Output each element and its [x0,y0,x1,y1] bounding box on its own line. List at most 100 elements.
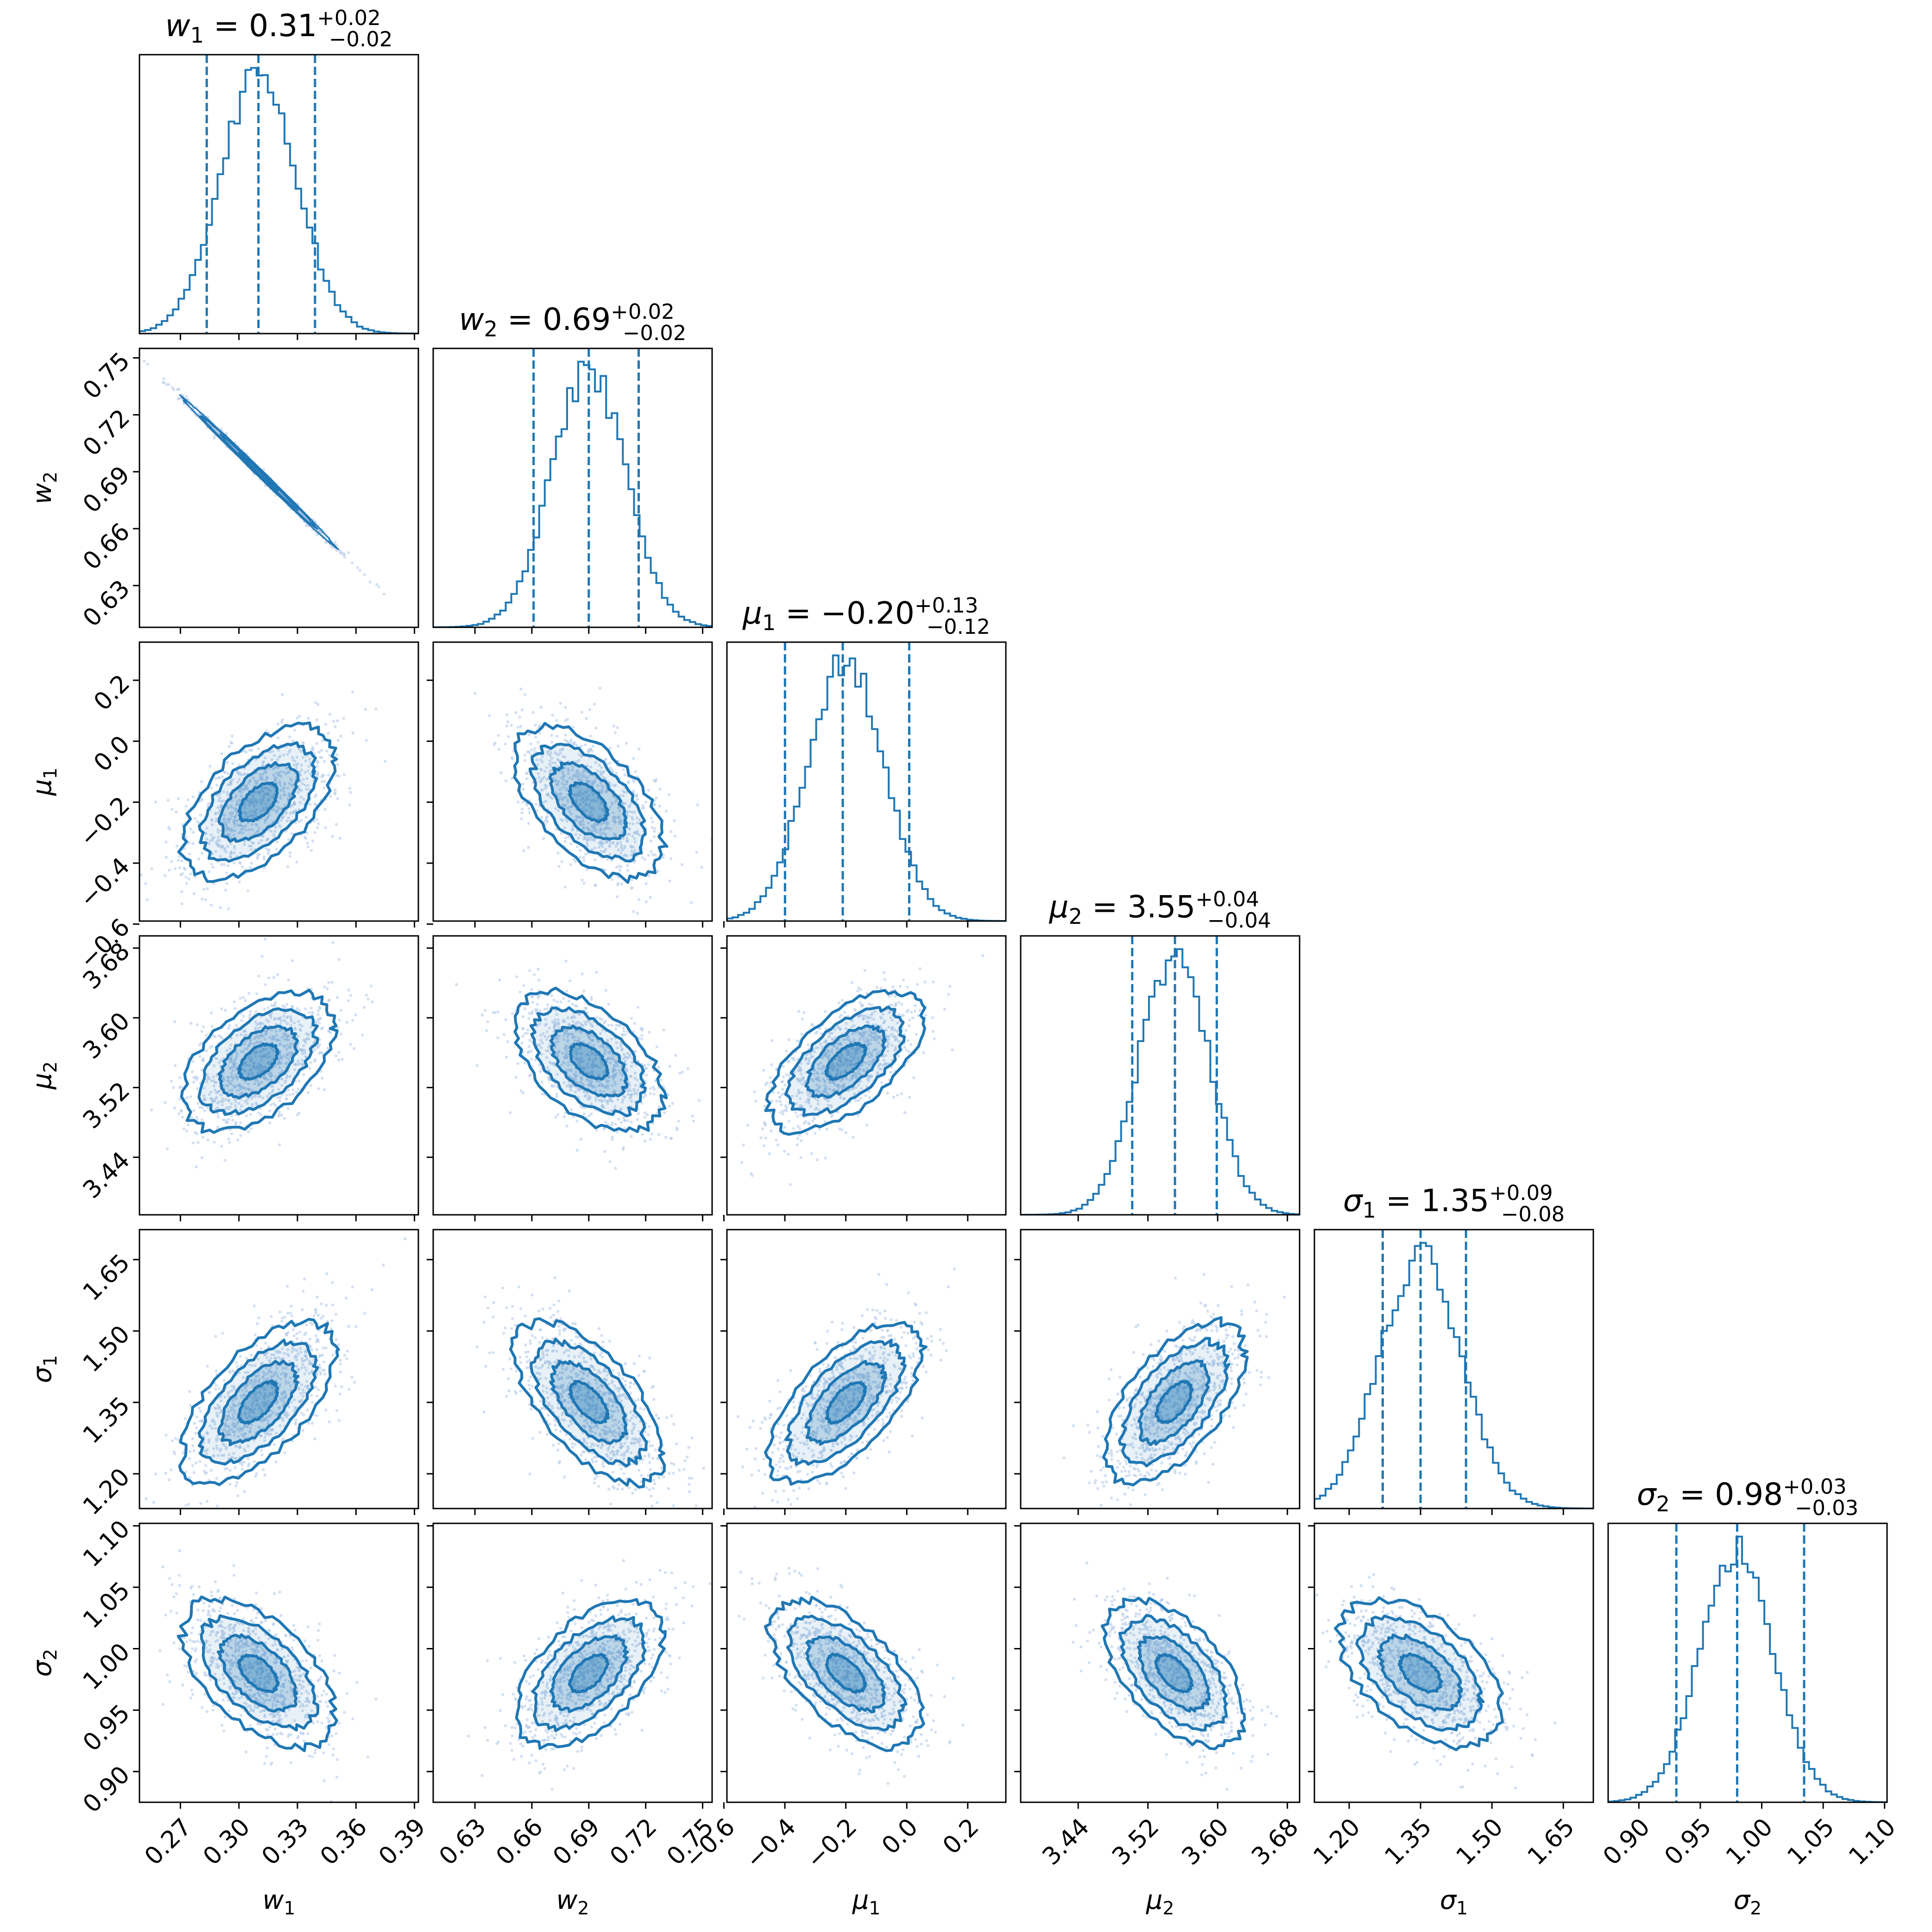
contour-level-1 [569,1042,610,1081]
y-tick-label: 1.10 [78,1515,135,1572]
x-tick-label: 0.95 [1659,1813,1717,1870]
y-axis-label-w2: w2 [27,472,61,505]
y-tick-label: 0.75 [78,347,135,404]
panel-frame [139,1229,419,1509]
contour-level-3 [530,1338,648,1468]
contour-level-3 [1118,1614,1228,1732]
panel-w1-vs-w2: 0.630.660.690.720.75 [78,347,419,634]
panel-mu2-vs-sigma1 [1014,1229,1301,1515]
contour-level-4 [764,989,927,1136]
contour-level-4 [764,1596,925,1752]
param-title-w1: w1 = 0.31+0.02 −0.02 [165,6,393,51]
contour-level-1 [825,1652,867,1694]
param-title-mu2: μ2 = 3.55+0.04 −0.04 [1049,887,1271,933]
x-axis-label-mu1: μ1 [852,1885,881,1919]
contour-level-1 [568,1380,610,1424]
y-tick-label: 3.44 [78,1147,135,1204]
panel-frame [1313,1229,1594,1509]
contour-level-4 [509,1317,666,1489]
x-tick-label: 1.05 [1782,1813,1840,1870]
panel-frame [432,347,713,628]
panel-w2-vs-mu1 [427,641,713,928]
contour-level-4 [1102,1316,1249,1487]
panel-mu2: μ2 = 3.55+0.04 −0.04 [1020,887,1301,1221]
panel-frame [432,1229,713,1509]
contour-level-2 [804,1024,887,1099]
panel-w1-vs-mu2: 3.443.523.603.68 [78,935,419,1221]
x-tick-label: −0.2 [802,1813,863,1874]
contour-level-4 [764,1320,928,1486]
x-tick-label: 0.72 [605,1813,662,1870]
panel-frame [1020,935,1301,1216]
contour-level-4 [180,989,339,1134]
panel-frame [432,641,713,922]
y-tick-label: 1.50 [78,1320,135,1377]
y-tick-label: −0.2 [74,791,135,852]
param-title-w2: w2 = 0.69+0.02 −0.02 [459,299,687,345]
panel-mu1-vs-sigma2: −0.6 −0.4 −0.2 0.0 0.2 [679,1522,1007,1874]
panel-frame [726,1522,1007,1803]
contour-level-2 [217,1359,300,1446]
y-tick-label: 0.63 [78,575,135,632]
contour-level-4 [177,721,338,883]
contour-level-4 [515,1598,667,1750]
contour-level-4 [513,986,668,1133]
panel-sigma2: σ2 = 0.98+0.03 −0.03 0.90 0.95 1.00 1.05 1.10 [1598,1474,1901,1871]
x-tick-label: 1.65 [1522,1813,1580,1870]
contour-level-4 [1100,1597,1246,1750]
x-tick-label: 1.00 [1721,1813,1778,1870]
x-axis-label-w1: w1 [263,1885,296,1919]
contour-level-3 [197,1007,319,1116]
contour-level-1 [825,1381,867,1425]
panel-frame [1020,1229,1301,1509]
contour-level-4 [1334,1596,1504,1751]
y-tick-label: 1.35 [78,1392,135,1449]
y-tick-label: 3.60 [78,1007,135,1065]
contour-level-1 [1154,1653,1194,1693]
panel-sigma1: σ1 = 1.35+0.09 −0.08 [1313,1181,1594,1515]
param-title-mu1: μ1 = −0.20+0.13 −0.12 [742,593,990,639]
x-axis-label-sigma1: σ1 [1440,1885,1468,1919]
contour-level-3 [528,743,647,863]
x-tick-label: 1.10 [1844,1813,1901,1870]
x-tick-label: 0.39 [373,1813,431,1870]
panel-frame [726,1229,1007,1509]
x-tick-label: 0.0 [877,1813,923,1860]
histogram-w1 [139,67,418,334]
panel-frame [139,935,419,1216]
y-axis-label-sigma2: σ2 [27,1649,61,1677]
contour-level-2 [217,1024,299,1100]
x-tick-label: 0.69 [548,1813,605,1870]
y-tick-label: 0.0 [88,730,135,777]
contour-level-1 [237,1653,280,1693]
panel-frame [432,1522,713,1803]
panel-frame [1313,1522,1594,1803]
y-axis-label-mu2: μ2 [27,1061,61,1090]
contour-level-3 [200,1614,320,1732]
scatter-points [1062,1273,1286,1507]
x-axis-label-mu2: μ2 [1146,1885,1174,1919]
y-tick-label: −0.4 [74,852,135,914]
panel-mu1-vs-mu2 [720,935,1007,1221]
x-tick-label: 0.90 [1598,1813,1655,1870]
x-tick-label: −0.4 [740,1813,802,1874]
contour-level-3 [784,1005,906,1117]
contour-level-3 [784,1339,907,1466]
y-tick-label: 1.05 [78,1577,135,1634]
contour-level-1 [568,1653,609,1694]
x-tick-label: 0.27 [139,1813,197,1870]
contour-level-4 [178,1318,340,1486]
panel-mu2-vs-sigma2: 3.44 3.52 3.60 3.68 [1014,1522,1304,1871]
panel-frame [139,54,419,335]
panel-w1-vs-sigma2: 0.27 0.30 0.33 0.36 0.39 0.900.951.001.051.10 [78,1515,431,1871]
y-tick-label: 0.72 [78,404,135,461]
panel-frame [139,641,419,922]
panel-frame [139,1522,419,1803]
x-tick-label: 0.66 [491,1813,548,1870]
contour-level-4 [513,722,669,884]
histogram-mu2 [1021,948,1300,1215]
y-axis-label-mu1: μ1 [27,768,61,796]
contour-level-2 [549,1634,629,1713]
contour-level-2 [549,1360,628,1445]
y-tick-label: 1.65 [78,1249,135,1306]
